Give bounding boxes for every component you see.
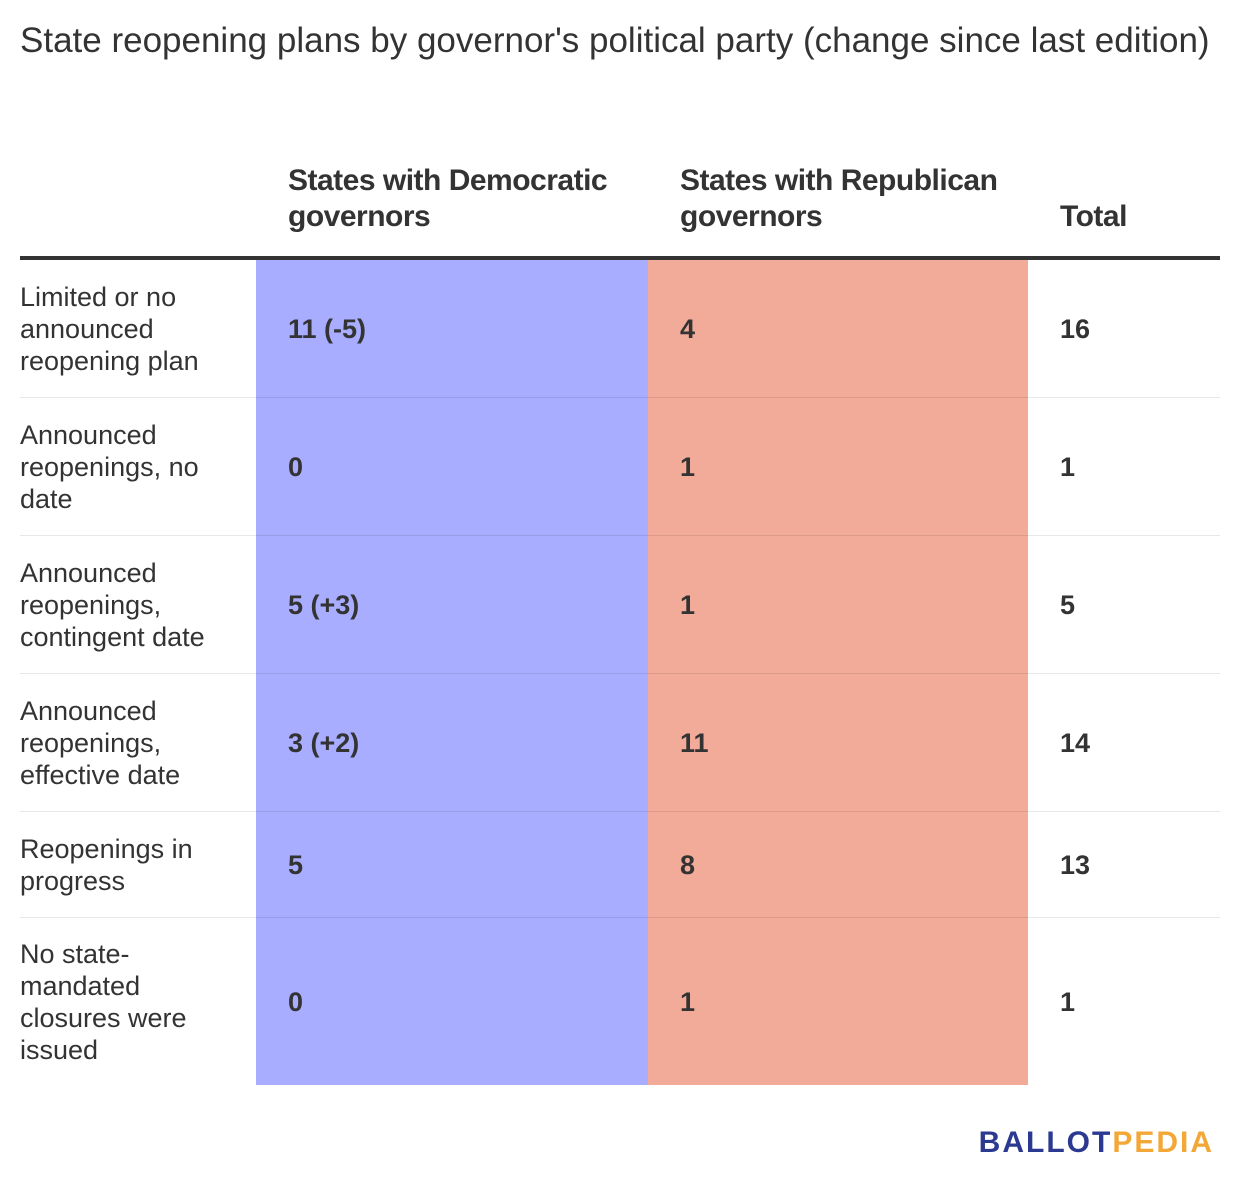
republican-value: 11	[680, 728, 709, 758]
chart-title: State reopening plans by governor's poli…	[20, 21, 1210, 60]
row-divider	[20, 535, 1220, 536]
republican-column-background	[648, 259, 1028, 1085]
table-row: Announced reopenings, contingent date 5 (…	[20, 536, 1220, 674]
total-value: 5	[1060, 590, 1076, 620]
democratic-column-background	[256, 259, 648, 1085]
republican-value: 4	[680, 314, 696, 344]
header-rule	[20, 256, 1220, 260]
row-divider	[20, 397, 1220, 398]
republican-value: 1	[680, 452, 696, 482]
ballotpedia-logo: BALLOTPEDIA	[979, 1126, 1214, 1160]
header-republican: States with Republican governors	[680, 164, 998, 233]
header-total: Total	[1060, 200, 1127, 233]
logo-part-ballot: BALLOT	[978, 1126, 1113, 1159]
republican-value: 1	[680, 987, 696, 1017]
democratic-value: 0	[288, 452, 304, 482]
row-label: Announced reopenings, contingent date	[20, 558, 205, 652]
table-row: Limited or no announced reopening plan 11…	[20, 260, 1220, 398]
democratic-value: 0	[288, 987, 304, 1017]
total-value: 1	[1060, 987, 1076, 1017]
total-value: 13	[1060, 850, 1091, 880]
logo-part-pedia: PEDIA	[1112, 1126, 1214, 1159]
total-value: 14	[1060, 728, 1091, 758]
row-divider	[20, 673, 1220, 674]
row-label: No state-mandated closures were issued	[20, 939, 187, 1065]
row-label: Limited or no announced reopening plan	[20, 282, 199, 376]
democratic-value: 5	[288, 850, 304, 880]
row-label: Announced reopenings, effective date	[20, 696, 181, 790]
democratic-value: 11 (-5)	[288, 314, 367, 344]
total-value: 1	[1060, 452, 1076, 482]
table-row: No state-mandated closures were issued 0 1…	[20, 918, 1220, 1086]
table-row: Reopenings in progress 5 8 13	[20, 812, 1220, 918]
democratic-value: 3 (+2)	[288, 728, 360, 758]
democratic-value: 5 (+3)	[288, 590, 360, 620]
row-label: Reopenings in progress	[20, 834, 193, 896]
row-label: Announced reopenings, no date	[20, 420, 199, 514]
row-divider	[20, 917, 1220, 918]
total-value: 16	[1060, 314, 1091, 344]
republican-value: 8	[680, 850, 696, 880]
header-democratic: States with Democratic governors	[288, 164, 608, 233]
table-row: Announced reopenings, no date 0 1 1	[20, 398, 1220, 536]
table-row: Announced reopenings, effective date 3 (+…	[20, 674, 1220, 812]
row-divider	[20, 811, 1220, 812]
republican-value: 1	[680, 590, 696, 620]
